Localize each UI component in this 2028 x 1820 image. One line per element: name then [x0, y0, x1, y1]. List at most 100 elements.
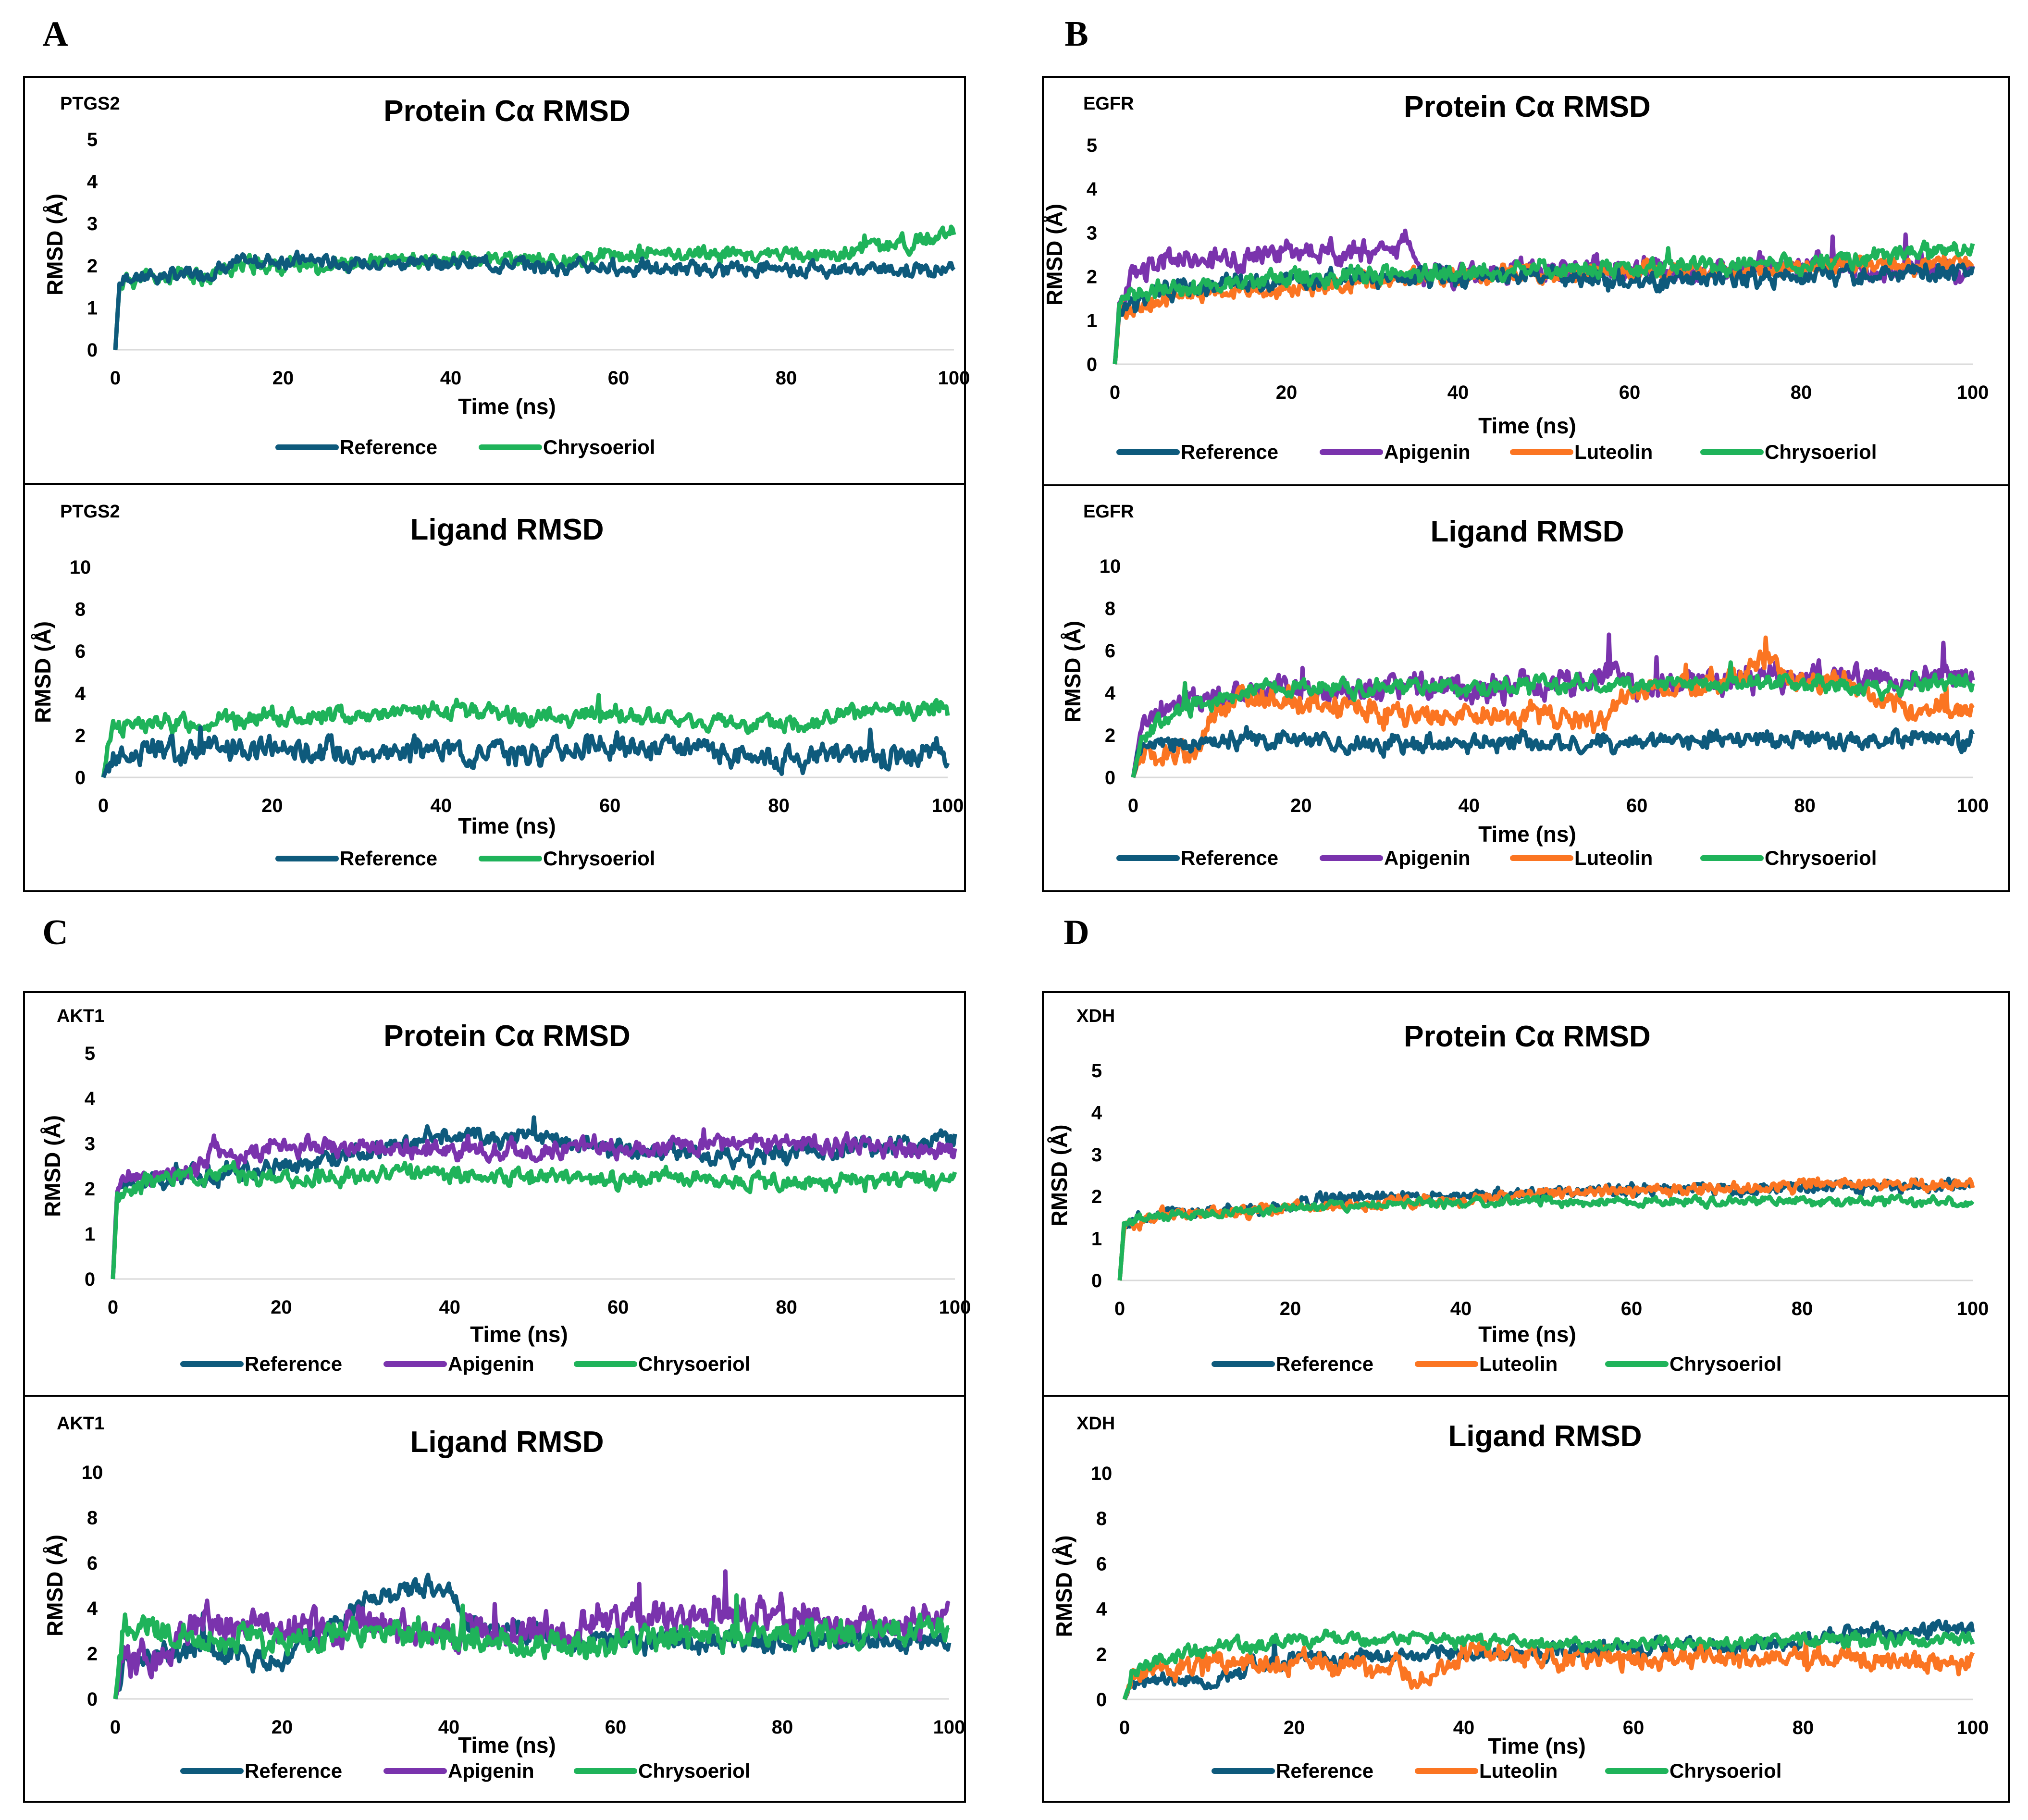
legend-label: Reference	[245, 1759, 342, 1782]
y-tick-label: 3	[85, 1133, 95, 1155]
chart-border	[1042, 484, 2010, 892]
y-tick-label: 2	[1087, 267, 1097, 288]
x-tick-label: 0	[1119, 1717, 1130, 1738]
y-tick-label: 3	[87, 213, 98, 234]
panel-letter-c: C	[42, 913, 68, 952]
series-line-reference	[1131, 725, 1975, 778]
x-tick-label: 40	[439, 1297, 461, 1318]
x-axis-label: Time (ns)	[1478, 413, 1576, 438]
y-tick-label: 6	[75, 641, 86, 662]
y-axis-label: RMSD (Å)	[30, 621, 55, 723]
legend-item-luteolin: Luteolin	[1415, 1353, 1558, 1375]
x-axis-label: Time (ns)	[1478, 1322, 1576, 1347]
y-tick-label: 4	[1087, 179, 1098, 200]
series-line-chrysoeriol	[1122, 1628, 1975, 1700]
y-axis-label: RMSD (Å)	[1042, 204, 1067, 306]
chart-border	[23, 1395, 966, 1803]
y-tick-label: 1	[87, 297, 98, 319]
y-tick-label: 4	[85, 1088, 96, 1109]
y-axis-label: RMSD (Å)	[1051, 1535, 1076, 1637]
legend-label: Chrysoeriol	[1765, 441, 1877, 463]
series-line-chrysoeriol	[111, 1160, 957, 1279]
series-line-apigenin	[1113, 228, 1975, 365]
x-tick-label: 60	[608, 368, 630, 389]
chart-title: Protein Cα RMSD	[1404, 1020, 1650, 1053]
x-tick-label: 20	[271, 1297, 292, 1318]
legend-label: Apigenin	[1384, 847, 1471, 869]
x-axis-label: Time (ns)	[458, 394, 556, 419]
y-tick-label: 6	[1096, 1553, 1107, 1574]
legend-label: Reference	[1276, 1353, 1373, 1375]
x-tick-label: 60	[1619, 382, 1641, 403]
y-tick-label: 2	[1105, 725, 1115, 746]
x-tick-label: 20	[272, 1717, 293, 1738]
y-tick-label: 0	[87, 340, 98, 361]
legend-label: Chrysoeriol	[638, 1759, 750, 1782]
x-tick-label: 80	[1791, 382, 1812, 403]
legend-item-reference: Reference	[1212, 1759, 1373, 1782]
legend-label: Chrysoeriol	[638, 1353, 750, 1375]
legend-label: Reference	[1181, 847, 1278, 869]
y-tick-label: 0	[1105, 767, 1115, 788]
legend-item-reference: Reference	[1116, 441, 1278, 463]
chart-title: Protein Cα RMSD	[1404, 90, 1650, 123]
x-tick-label: 40	[1453, 1717, 1475, 1738]
x-tick-label: 100	[939, 1297, 971, 1318]
y-tick-label: 5	[1091, 1060, 1102, 1082]
legend-label: Reference	[245, 1353, 342, 1375]
x-tick-label: 100	[1957, 795, 1989, 816]
legend-label: Chrysoeriol	[543, 847, 655, 870]
y-tick-label: 5	[87, 129, 98, 150]
y-tick-label: 2	[1091, 1186, 1102, 1207]
x-tick-label: 20	[1290, 795, 1312, 816]
x-axis-label: Time (ns)	[458, 813, 556, 838]
y-tick-label: 5	[1087, 135, 1097, 156]
legend-item-chrysoeriol: Chrysoeriol	[1605, 1353, 1781, 1375]
protein-label: XDH	[1076, 1006, 1115, 1026]
chart-title: Protein Cα RMSD	[383, 95, 630, 128]
x-tick-label: 60	[605, 1717, 627, 1738]
x-axis-label: Time (ns)	[1488, 1734, 1586, 1759]
legend-label: Chrysoeriol	[1669, 1353, 1781, 1375]
legend-label: Luteolin	[1574, 441, 1653, 463]
y-tick-label: 1	[1091, 1229, 1102, 1250]
x-tick-label: 80	[1794, 795, 1816, 816]
series-line-luteolin	[1117, 1176, 1975, 1281]
y-tick-label: 1	[1087, 310, 1097, 332]
x-tick-label: 40	[438, 1717, 460, 1738]
y-tick-label: 0	[1091, 1270, 1102, 1291]
legend-label: Chrysoeriol	[1669, 1759, 1781, 1782]
legend-label: Reference	[1181, 441, 1278, 463]
y-tick-label: 5	[85, 1043, 95, 1064]
chart-border	[1042, 1395, 2010, 1803]
legend-label: Luteolin	[1479, 1759, 1558, 1782]
protein-label: EGFR	[1083, 94, 1134, 114]
legend-item-luteolin: Luteolin	[1510, 441, 1653, 463]
legend-label: Apigenin	[448, 1759, 534, 1782]
chart-title: Ligand RMSD	[1448, 1420, 1642, 1453]
series-line-chrysoeriol	[1113, 239, 1975, 365]
legend-item-apigenin: Apigenin	[383, 1353, 534, 1375]
protein-label: PTGS2	[60, 502, 120, 522]
legend-label: Chrysoeriol	[543, 436, 655, 458]
y-tick-label: 0	[1096, 1689, 1107, 1710]
x-tick-label: 40	[1447, 382, 1469, 403]
y-tick-label: 4	[87, 1598, 98, 1619]
legend-item-chrysoeriol: Chrysoeriol	[1700, 847, 1877, 869]
x-tick-label: 40	[1450, 1298, 1472, 1319]
chart-border	[23, 483, 966, 892]
legend-item-reference: Reference	[1212, 1353, 1373, 1375]
series-line-reference	[1113, 262, 1975, 365]
x-tick-label: 60	[1623, 1717, 1645, 1738]
legend-item-apigenin: Apigenin	[1320, 441, 1471, 463]
x-axis-label: Time (ns)	[470, 1322, 568, 1347]
y-tick-label: 0	[85, 1269, 95, 1290]
legend-item-chrysoeriol: Chrysoeriol	[574, 1353, 750, 1375]
legend-item-chrysoeriol: Chrysoeriol	[1605, 1759, 1781, 1782]
